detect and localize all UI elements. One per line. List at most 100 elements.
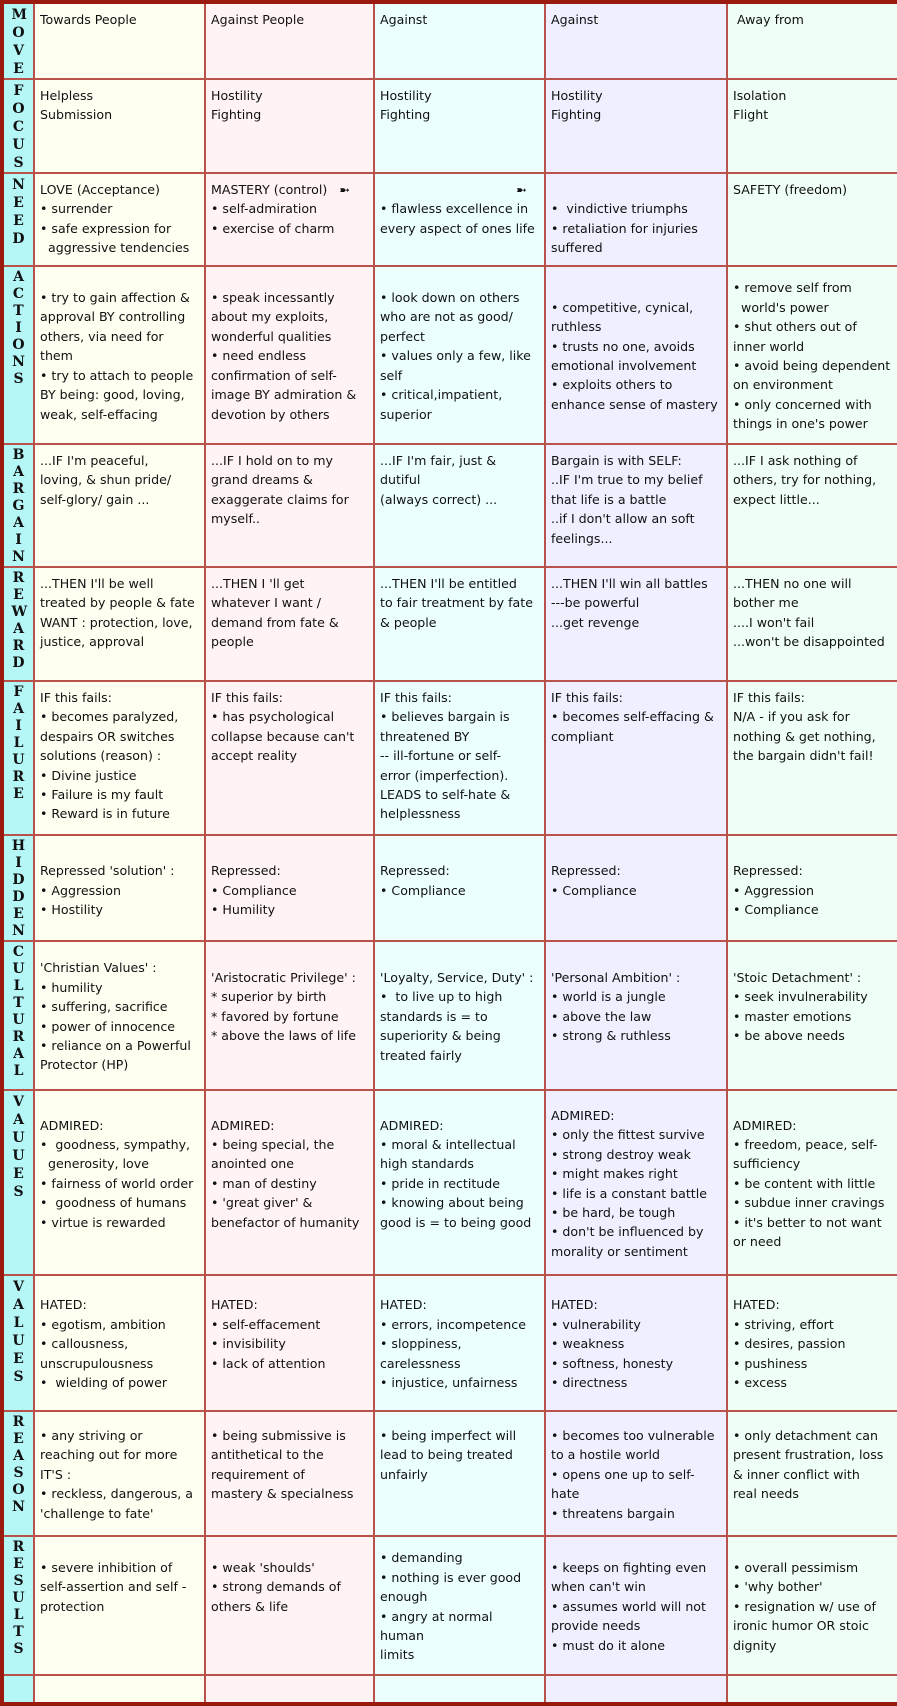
cell-line: hate	[551, 1486, 580, 1502]
cell-actions-against-perfectionist: • look down on others who are not as good…	[373, 265, 546, 445]
cell-line: • look down on others	[380, 290, 520, 306]
cell-line: mastery & specialness	[211, 1486, 354, 1502]
cell-line: or need	[733, 1234, 782, 1250]
cell-line: confirmation of self-	[211, 367, 337, 383]
cell-values-towards-people: HATED: • egotism, ambition • callousness, u…	[33, 1274, 206, 1412]
row-label-text: RESULTS	[12, 1539, 25, 1657]
cell-line: 'Christian Values' :	[40, 960, 157, 976]
cell-blank-towards-people	[33, 1674, 206, 1705]
cell-values-away-from: HATED: • striving, effort • desires, passi…	[726, 1274, 897, 1412]
cell-line: • being special, the	[211, 1136, 335, 1152]
cell-blank-against-vindictive	[544, 1674, 728, 1705]
cell-line: every aspect of ones life	[380, 220, 535, 236]
cell-vauues-against-perfectionist: ADMIRED: • moral & intellectual high stand…	[373, 1089, 546, 1276]
cell-line: • becomes too vulnerable	[551, 1427, 715, 1443]
cell-line: • assumes world will not	[551, 1598, 706, 1614]
cell-line: grand dreams &	[211, 472, 313, 488]
cell-results-against-perfectionist: • demanding • nothing is ever good enough •…	[373, 1535, 546, 1676]
cell-line: • opens one up to self-	[551, 1466, 695, 1482]
cell-line: lead to being treated	[380, 1447, 513, 1463]
cell-line: • power of innocence	[40, 1018, 175, 1034]
cell-line: • try to attach to people	[40, 367, 194, 383]
cell-line: (always correct) ...	[380, 491, 498, 507]
cell-line: • threatens bargain	[551, 1505, 675, 1521]
cell-results-against-people: • weak 'shoulds' • strong demands of other…	[204, 1535, 375, 1676]
cell-line: dutiful	[380, 472, 421, 488]
cell-bargain-against-people: ...IF I hold on to my grand dreams & exagg…	[204, 443, 375, 568]
cell-line: threatened BY	[380, 728, 470, 744]
cell-line	[40, 1636, 200, 1655]
cell-line: • softness, honesty	[551, 1355, 674, 1371]
cell-line: 'Stoic Detachment' :	[733, 969, 862, 985]
cell-line: 'Loyalty, Service, Duty' :	[380, 969, 534, 985]
cell-line: collapse because can't	[211, 728, 355, 744]
cell-line: • Reward is in future	[40, 806, 170, 822]
cell-line: • weak 'shoulds'	[211, 1559, 315, 1575]
cell-failure-against-people: IF this fails: • has psychological collaps…	[204, 680, 375, 836]
cell-line: • egotism, ambition	[40, 1316, 166, 1332]
cell-hidden-against-perfectionist: Repressed: • Compliance	[373, 834, 546, 942]
cell-line: things in one's power	[733, 416, 868, 432]
cell-line: present frustration, loss	[733, 1447, 884, 1463]
cell-line: • speak incessantly	[211, 290, 335, 306]
table-row-cultural: CULTURAL 'Christian Values' : • humility • …	[1, 940, 897, 1091]
cell-line: • pushiness	[733, 1355, 808, 1371]
cell-line: • retaliation for injuries	[551, 220, 698, 236]
cell-reason-against-people: • being submissive is antithetical to the…	[204, 1410, 375, 1537]
cell-line: image BY admiration &	[211, 387, 357, 403]
row-label-text: VALUES	[12, 1279, 25, 1385]
cell-line: • reliance on a Powerful	[40, 1037, 191, 1053]
table-row-reason: REASON • any striving or reaching out for …	[1, 1410, 897, 1537]
cell-line: • don't be influenced by	[551, 1224, 704, 1240]
cell-line: • be above needs	[733, 1028, 845, 1044]
cell-focus-against-vindictive: Hostility Fighting	[544, 78, 728, 174]
cell-line: • exercise of charm	[211, 220, 335, 236]
cell-line: ironic humor OR stoic	[733, 1618, 869, 1634]
cell-line: • world is a jungle	[551, 989, 666, 1005]
cell-line: ...get revenge	[551, 614, 640, 630]
cell-line: treated fairly	[380, 1047, 462, 1063]
cell-line: Against	[380, 12, 428, 27]
cell-focus-towards-people: Helpless Submission	[33, 78, 206, 174]
cell-line: ....I won't fail	[733, 614, 815, 630]
cell-line: WANT : protection, love,	[40, 614, 193, 630]
cell-line: • Aggression	[40, 882, 121, 898]
cell-line: • Compliance	[733, 902, 819, 918]
cell-line: LEADS to self-hate &	[380, 787, 511, 803]
cell-cultural-away-from: 'Stoic Detachment' : • seek invulnerabili…	[726, 940, 897, 1091]
cell-line: IF this fails:	[733, 690, 805, 705]
cell-hidden-against-people: Repressed: • Compliance • Humility	[204, 834, 375, 942]
row-label-values: VALUES	[1, 1274, 35, 1412]
cell-line: • overall pessimism	[733, 1559, 859, 1575]
cell-hidden-away-from: Repressed: • Aggression • Compliance	[726, 834, 897, 942]
cell-line: & inner conflict with	[733, 1466, 860, 1482]
cell-hidden-towards-people: Repressed 'solution' : • Aggression • Host…	[33, 834, 206, 942]
cell-need-away-from: SAFETY (freedom)	[726, 172, 897, 267]
cell-line: • it's better to not want	[733, 1214, 882, 1230]
row-label-text: FAILURE	[12, 684, 25, 802]
cell-actions-against-people: • speak incessantly about my exploits, won…	[204, 265, 375, 445]
cell-line: approval BY controlling	[40, 309, 186, 325]
cell-line: * superior by birth	[211, 989, 327, 1005]
cell-line: • moral & intellectual	[380, 1136, 516, 1152]
cell-line: provide needs	[551, 1618, 641, 1634]
cell-line: • knowing about being	[380, 1195, 524, 1211]
cell-line	[40, 842, 200, 861]
cell-line: IF this fails:	[211, 690, 283, 705]
cell-actions-against-vindictive: • competitive, cynical, ruthless • trusts …	[544, 265, 728, 445]
cell-bargain-towards-people: ...IF I'm peaceful, loving, & shun pride/…	[33, 443, 206, 568]
cell-line: • wielding of power	[40, 1375, 168, 1391]
row-label-text: REWARD	[11, 570, 28, 671]
cell-line: ruthless	[551, 319, 602, 335]
row-label-text: MOVE	[11, 7, 28, 77]
cell-line: ADMIRED:	[211, 1117, 275, 1133]
cell-line: • Aggression	[733, 882, 814, 898]
cell-line: • being submissive is	[211, 1427, 346, 1443]
cell-line: ...IF I'm peaceful,	[40, 453, 149, 468]
cell-line: • severe inhibition of	[40, 1559, 173, 1575]
cell-line: whatever I want /	[211, 595, 321, 611]
cell-line: HATED:	[211, 1297, 258, 1313]
table-row-bargain: BARGAIN ...IF I'm peaceful, loving, & shun…	[1, 443, 897, 568]
cell-hidden-against-vindictive: Repressed: • Compliance	[544, 834, 728, 942]
row-label-text: FOCUS	[12, 83, 25, 171]
